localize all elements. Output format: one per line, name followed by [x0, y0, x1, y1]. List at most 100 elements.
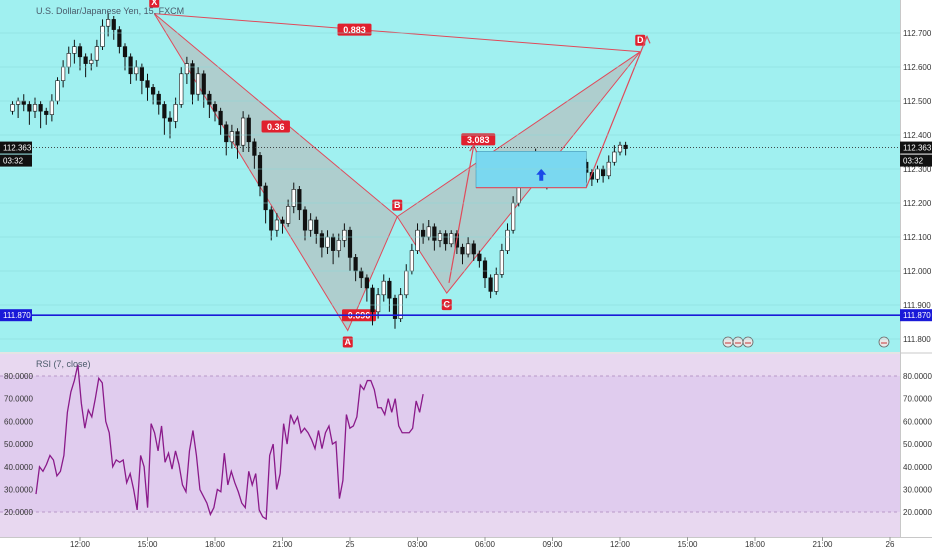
- candle: [381, 274, 386, 302]
- rsi-tick-label-left: 40.0000: [4, 463, 33, 472]
- candle: [460, 243, 465, 265]
- candle: [117, 26, 122, 54]
- fib-ratio-label[interactable]: 0.36: [261, 120, 290, 133]
- candle: [466, 237, 471, 258]
- candle: [184, 56, 189, 84]
- target-zone-box[interactable]: [475, 151, 587, 188]
- candle: [128, 53, 133, 84]
- candle: [156, 90, 161, 115]
- candle: [623, 141, 628, 156]
- candle: [269, 206, 274, 241]
- svg-text:112.363: 112.363: [3, 144, 32, 153]
- candle: [173, 97, 178, 129]
- candle: [201, 70, 206, 108]
- projection-arrowhead-2: [469, 143, 478, 153]
- svg-text:X: X: [151, 0, 157, 7]
- candle: [100, 19, 105, 50]
- rsi-tick-label: 40.0000: [903, 463, 932, 472]
- candle: [72, 39, 77, 64]
- candle: [89, 53, 94, 71]
- candle: [111, 16, 116, 40]
- fib-ratio-label[interactable]: 0.883: [337, 23, 372, 36]
- time-tick-label: 26: [886, 540, 895, 549]
- svg-text:03:32: 03:32: [3, 157, 24, 166]
- candle: [83, 53, 88, 78]
- candle: [38, 101, 43, 129]
- candle: [27, 101, 32, 125]
- price-tick-label: 112.400: [903, 131, 932, 140]
- main-pane-background: [0, 0, 900, 352]
- time-tick-label: 25: [346, 540, 355, 549]
- pattern-point-d[interactable]: D: [635, 34, 646, 46]
- price-tick-label: 112.600: [903, 63, 932, 72]
- candle: [190, 60, 195, 105]
- svg-text:0.36: 0.36: [267, 122, 285, 132]
- candle: [207, 90, 212, 118]
- price-tick-label: 112.000: [903, 267, 932, 276]
- candle: [302, 206, 308, 241]
- price-tick-label: 111.800: [903, 335, 931, 344]
- rsi-tick-label: 30.0000: [903, 486, 932, 495]
- time-tick-label: 15:00: [137, 540, 158, 549]
- economic-event-icon[interactable]: [742, 336, 754, 348]
- candle: [196, 67, 201, 101]
- candle: [218, 107, 223, 135]
- time-tick-label: 12:00: [70, 540, 91, 549]
- current-price-tag-left: 112.363: [0, 141, 32, 154]
- svg-text:C: C: [444, 300, 451, 310]
- economic-event-icon[interactable]: [732, 336, 744, 348]
- svg-text:112.363: 112.363: [903, 144, 932, 153]
- candle: [235, 128, 240, 159]
- pattern-point-c[interactable]: C: [441, 299, 452, 311]
- time-tick-label: 21:00: [812, 540, 833, 549]
- fib-ratio-label[interactable]: 3.083: [461, 133, 496, 146]
- buy-arrow-icon: [536, 168, 547, 181]
- pattern-triangle[interactable]: [153, 13, 398, 332]
- candle: [241, 111, 246, 152]
- candle: [471, 240, 476, 261]
- support-price-tag-left: 111.870: [0, 309, 32, 322]
- projection-arrowhead-1: [642, 35, 651, 44]
- rsi-tick-label: 70.0000: [903, 395, 932, 404]
- candle: [145, 73, 150, 101]
- countdown-tag-left: 03:32: [0, 154, 32, 167]
- rsi-tick-label: 20.0000: [903, 508, 932, 517]
- pattern-point-x[interactable]: X: [149, 0, 160, 8]
- rsi-tick-label-left: 50.0000: [4, 440, 33, 449]
- candle: [224, 121, 229, 156]
- price-tick-label: 112.200: [903, 199, 932, 208]
- economic-event-icon[interactable]: [878, 336, 890, 348]
- svg-text:111.870: 111.870: [3, 311, 31, 320]
- candle: [122, 43, 128, 71]
- candle: [336, 233, 341, 258]
- candle: [477, 250, 482, 268]
- time-tick-label: 18:00: [745, 540, 766, 549]
- time-tick-label: 09:00: [542, 540, 563, 549]
- support-price-tag-right: 111.870: [900, 309, 932, 322]
- candle: [44, 107, 49, 125]
- candle: [252, 138, 257, 169]
- economic-event-icon[interactable]: [722, 336, 734, 348]
- candle: [488, 274, 493, 299]
- svg-text:0.883: 0.883: [343, 25, 366, 35]
- pattern-xd-line[interactable]: [154, 13, 641, 53]
- candle: [167, 111, 173, 139]
- pattern-point-b[interactable]: B: [392, 199, 403, 211]
- candle: [308, 213, 313, 237]
- candle: [246, 114, 251, 152]
- svg-text:111.870: 111.870: [903, 311, 931, 320]
- candle: [314, 216, 319, 244]
- svg-text:03:32: 03:32: [903, 157, 924, 166]
- rsi-overbought-band: [0, 376, 900, 512]
- candle: [257, 152, 263, 197]
- candle: [291, 182, 296, 214]
- price-tick-label: 112.100: [903, 233, 932, 242]
- candle: [617, 141, 623, 156]
- time-tick-label: 18:00: [205, 540, 226, 549]
- candle: [612, 145, 617, 166]
- rsi-tick-label: 80.0000: [903, 372, 932, 381]
- pattern-point-a[interactable]: A: [342, 336, 353, 348]
- candle: [280, 216, 285, 234]
- candle: [505, 223, 510, 254]
